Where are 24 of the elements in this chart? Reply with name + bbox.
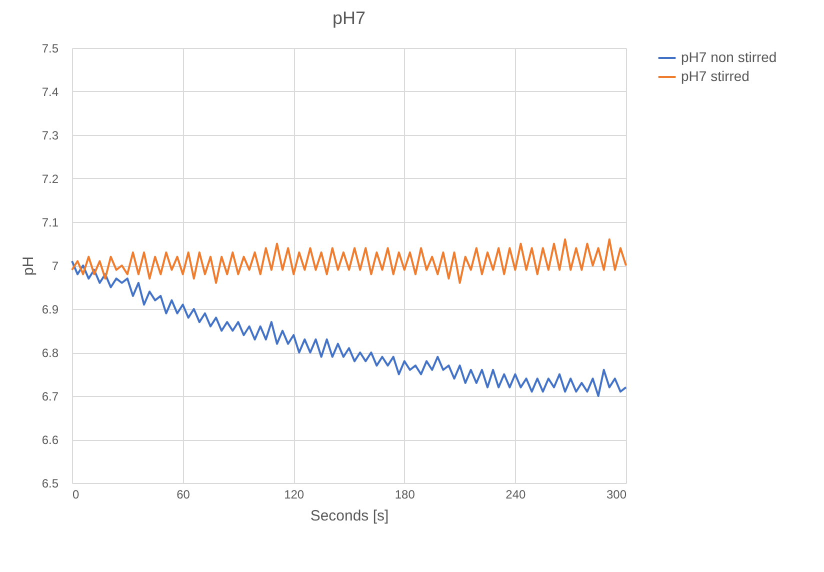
y-tick-label: 6.6: [42, 433, 59, 447]
y-tick-label: 6.5: [42, 476, 59, 490]
x-tick-label: 180: [394, 488, 416, 502]
y-tick-label: 7.3: [42, 128, 59, 142]
y-tick-label: 6.7: [42, 390, 59, 404]
y-tick-label: 7: [52, 259, 59, 273]
y-tick-label: 7.4: [42, 85, 59, 99]
y-tick-label: 6.8: [42, 346, 59, 360]
line-series: [71, 238, 627, 284]
legend-label: pH7 stirred: [681, 68, 750, 84]
y-tick-label: 7.5: [42, 42, 59, 56]
y-axis-title: pH: [20, 256, 37, 276]
y-tick-label: 6.9: [42, 302, 59, 316]
chart-title: pH7: [332, 8, 366, 28]
y-tick-label: 7.1: [42, 216, 59, 230]
y-tick-label: 7.2: [42, 172, 59, 186]
x-tick-label: 60: [176, 488, 190, 502]
x-tick-label: 0: [72, 488, 80, 502]
x-tick-label: 240: [506, 488, 526, 502]
legend-label: pH7 non stirred: [681, 49, 777, 65]
x-axis-title: Seconds [s]: [310, 508, 389, 524]
x-tick-label: 120: [284, 488, 304, 502]
x-tick-label: 300: [606, 488, 627, 502]
line-series: [71, 260, 627, 397]
